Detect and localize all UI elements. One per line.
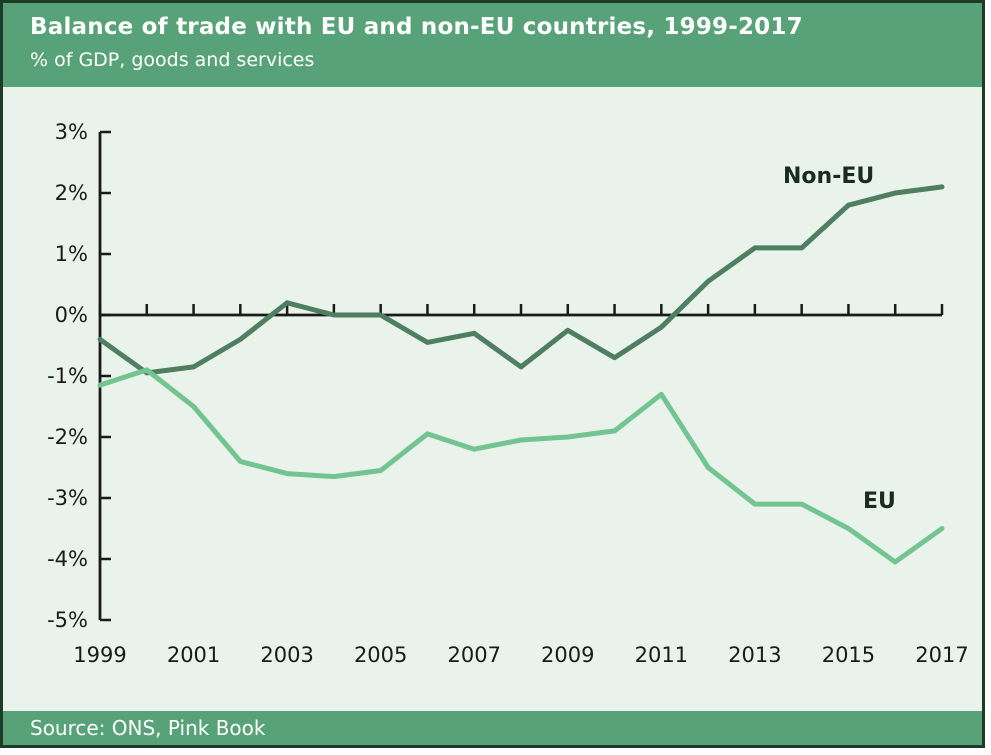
chart-footer: Source: ONS, Pink Book	[3, 711, 982, 745]
x-tick-label: 2013	[728, 643, 781, 667]
y-tick-label: -4%	[47, 547, 88, 571]
x-tick-label: 2011	[635, 643, 688, 667]
y-tick-label: 0%	[55, 303, 88, 327]
x-tick-label: 2005	[354, 643, 407, 667]
y-tick-label: 2%	[55, 181, 88, 205]
series-line-eu	[97, 367, 945, 565]
source-note: Source: ONS, Pink Book	[30, 716, 266, 740]
x-tick-label: 2007	[447, 643, 500, 667]
x-tick-label: 1999	[73, 643, 126, 667]
x-tick-label: 2003	[260, 643, 313, 667]
series-line-non-eu	[97, 184, 945, 376]
x-tick-label: 2017	[915, 643, 968, 667]
chart-subtitle: % of GDP, goods and services	[30, 48, 315, 71]
y-tick-label: 1%	[55, 242, 88, 266]
y-tick-label: -2%	[47, 425, 88, 449]
series-label-eu: EU	[863, 489, 896, 514]
y-tick-label: -3%	[47, 486, 88, 510]
chart-header: Balance of trade with EU and non-EU coun…	[3, 3, 982, 87]
y-tick-label: -5%	[47, 608, 88, 632]
series-label-non-eu: Non-EU	[783, 164, 874, 189]
y-tick-label: 3%	[55, 120, 88, 144]
plot-area: 3% 2% 1% 0% -1% -2% -3% -4% -5% 1999 2001 2003 2005 2…	[3, 87, 982, 711]
chart-title: Balance of trade with EU and non-EU coun…	[30, 14, 803, 40]
x-tick-label: 2001	[167, 643, 220, 667]
x-tick-label: 2015	[822, 643, 875, 667]
x-tick-label: 2009	[541, 643, 594, 667]
line-chart: 3% 2% 1% 0% -1% -2% -3% -4% -5% 1999 2001 2003 2005 2…	[47, 120, 969, 667]
y-tick-label: -1%	[47, 364, 88, 388]
